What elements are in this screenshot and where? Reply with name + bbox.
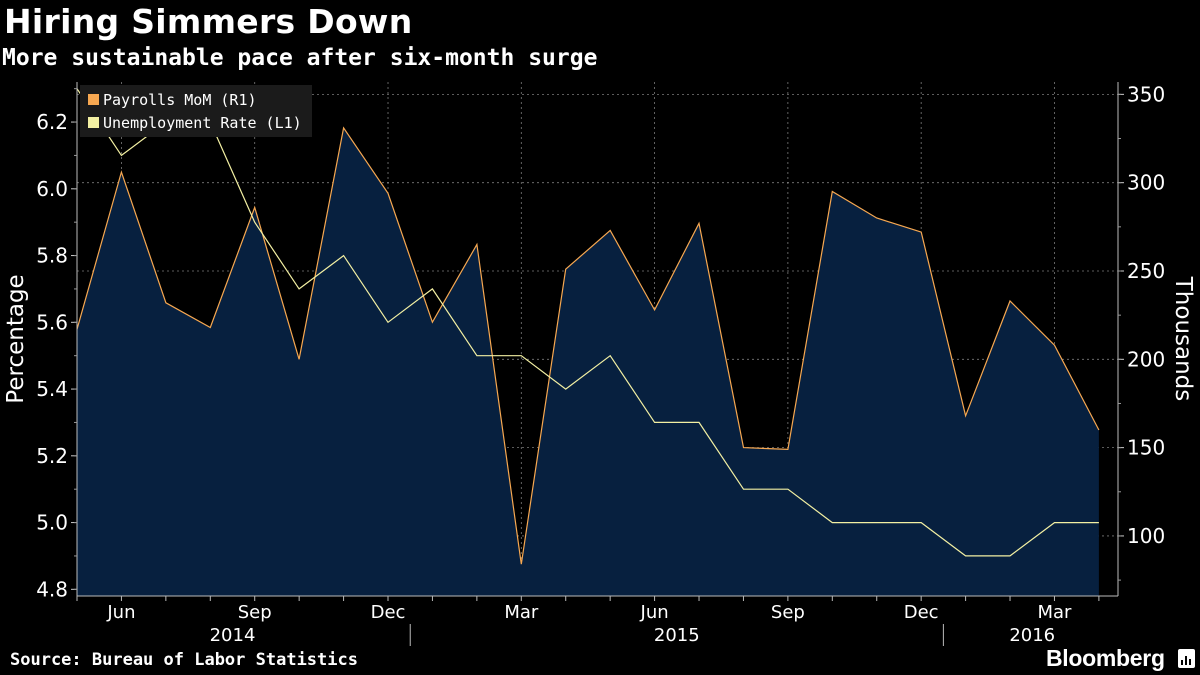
- x-tick-label: Dec: [371, 602, 406, 623]
- left-axis-title: Percentage: [3, 274, 29, 403]
- series-lines: [76, 88, 1100, 565]
- chart-title: Hiring Simmers Down: [4, 2, 413, 41]
- x-tick-label: Dec: [904, 602, 939, 623]
- payrolls-fill: [77, 127, 1099, 597]
- legend-swatch-unemployment: [88, 117, 99, 128]
- left-tick-label: 5.2: [36, 444, 68, 468]
- source-note: Source: Bureau of Labor Statistics: [10, 650, 358, 670]
- chart-subtitle: More sustainable pace after six-month su…: [2, 45, 598, 71]
- right-tick-label: 350: [1127, 82, 1165, 106]
- right-tick-label: 300: [1127, 171, 1165, 195]
- x-tick-label: Jun: [640, 602, 669, 623]
- series-line-unemployment: [76, 88, 1099, 557]
- year-label: 2016: [1009, 625, 1055, 646]
- right-axis-title: Thousands: [1170, 276, 1196, 402]
- left-tick-label: 5.8: [36, 244, 68, 268]
- series-line-payrolls: [76, 126, 1100, 565]
- left-tick-label: 6.2: [36, 110, 68, 134]
- brand-logo: Bloomberg: [1046, 645, 1165, 671]
- left-tick-label: 4.8: [36, 577, 68, 601]
- left-tick-label: 6.0: [36, 177, 68, 201]
- right-tick-label: 100: [1127, 524, 1165, 548]
- tick-labels: 4.8 5.0 5.2 5.4 5.6 5.8 6.0 6.2 100 150 200 250 300 3…: [3, 82, 1196, 646]
- legend-label-payrolls: Payrolls MoM (R1): [103, 90, 257, 109]
- x-tick-label: Mar: [504, 602, 539, 623]
- right-tick-label: 250: [1127, 259, 1165, 283]
- right-tick-label: 150: [1127, 436, 1165, 460]
- payrolls-area: [77, 127, 1099, 597]
- legend-swatch-payrolls: [88, 94, 99, 105]
- x-tick-label: Mar: [1037, 602, 1072, 623]
- x-tick-label: Sep: [771, 602, 805, 623]
- legend-item-unemployment[interactable]: Unemployment Rate (L1): [88, 111, 302, 134]
- left-tick-label: 5.4: [36, 377, 68, 401]
- x-tick-label: Jun: [106, 602, 135, 623]
- right-tick-label: 200: [1127, 347, 1165, 371]
- legend-label-unemployment: Unemployment Rate (L1): [103, 113, 302, 132]
- x-tick-label: Sep: [238, 602, 272, 623]
- axes: [71, 82, 1124, 646]
- chart-legend: Payrolls MoM (R1) Unemployment Rate (L1): [80, 85, 312, 137]
- legend-item-payrolls[interactable]: Payrolls MoM (R1): [88, 88, 302, 111]
- left-tick-label: 5.0: [36, 511, 68, 535]
- bloomberg-chart-icon: [1178, 649, 1195, 668]
- year-label: 2014: [210, 625, 256, 646]
- year-label: 2015: [654, 625, 700, 646]
- left-tick-label: 5.6: [36, 310, 68, 334]
